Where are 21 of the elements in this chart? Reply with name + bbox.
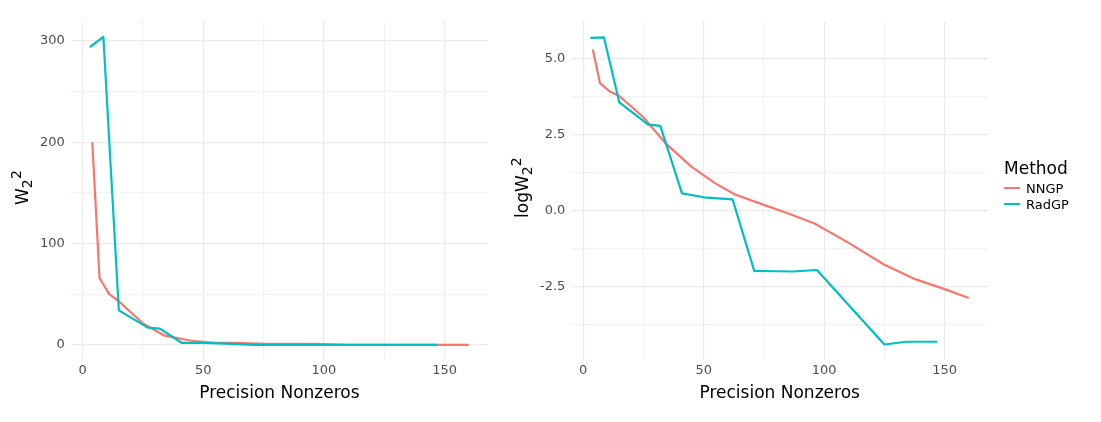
legend-label: NNGP [1026,180,1064,196]
x-tick-label: 150 [432,362,457,378]
x-tick-label: 0 [78,362,87,378]
x-tick-label: 50 [195,362,212,378]
legend-title: Method [1004,158,1069,178]
y-tick-label: 5.0 [544,49,566,65]
x-tick-label: 0 [579,362,588,378]
x-tick-label: 150 [932,362,958,378]
y-tick-label: 200 [39,133,65,149]
y-tick-label: 2.5 [544,125,566,141]
x-axis-title: Precision Nonzeros [699,382,861,403]
y-tick-label: 300 [39,32,65,48]
legend-label: RadGP [1026,196,1069,212]
x-tick-label: 100 [811,362,837,378]
y-tick-label: 0.0 [544,201,566,217]
x-tick-label: 100 [311,362,337,378]
y-tick-label: 0 [56,336,65,352]
x-tick-label: 50 [695,362,712,378]
y-tick-label: -2.5 [539,277,566,293]
x-axis-title: Precision Nonzeros [199,382,360,403]
y-tick-label: 100 [39,234,65,250]
